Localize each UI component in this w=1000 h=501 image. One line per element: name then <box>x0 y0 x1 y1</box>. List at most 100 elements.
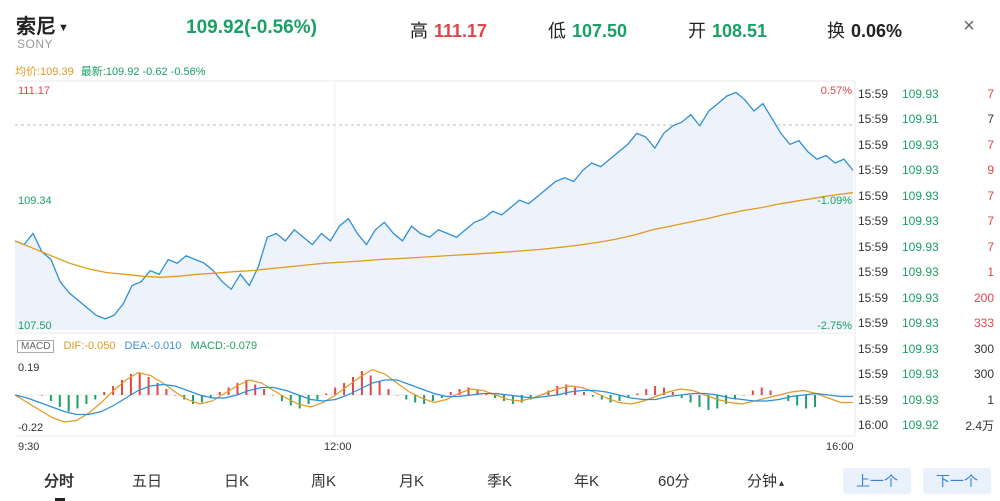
y-axis-bottom-label: 107.50 <box>18 320 52 332</box>
high-stat: 高 111.17 <box>410 17 487 43</box>
macd-bar <box>609 395 612 403</box>
tick-time: 15:59 <box>858 137 889 152</box>
close-icon[interactable]: × <box>963 15 975 37</box>
tick-time: 15:59 <box>858 367 889 382</box>
caret-up-icon: ▴ <box>779 478 785 489</box>
tick-time: 16:00 <box>858 418 889 433</box>
macd-dea: DEA:-0.010 <box>124 340 182 352</box>
macd-bar <box>245 380 248 395</box>
tick-price: 109.93 <box>902 214 939 229</box>
dif-line <box>14 368 853 423</box>
turnover-value: 0.06% <box>851 21 903 41</box>
macd-bar <box>236 383 239 395</box>
tick-row: 15:59 109.91 7 <box>858 107 1000 133</box>
tab-five-day[interactable]: 五日 <box>132 473 163 490</box>
tick-time: 15:59 <box>858 214 889 229</box>
macd-bar <box>698 395 701 407</box>
macd-bar <box>742 395 745 396</box>
tick-row: 15:59 109.93 7 <box>858 234 1000 260</box>
macd-top-label: 0.19 <box>18 362 39 374</box>
macd-bar <box>814 395 816 407</box>
tab-minute-label: 分钟 <box>747 473 778 490</box>
price-area-fill <box>15 92 853 331</box>
tab-yearly-k[interactable]: 年K <box>574 473 600 490</box>
low-value: 107.50 <box>572 21 628 41</box>
tick-row: 15:59 109.93 7 <box>858 183 1000 209</box>
tick-price: 109.93 <box>902 239 939 254</box>
tick-price: 109.93 <box>902 392 939 407</box>
macd-bar <box>494 395 497 398</box>
tick-price: 109.93 <box>902 137 939 152</box>
open-stat: 开 108.51 <box>688 17 767 43</box>
tab-intraday[interactable]: 分时 <box>44 473 75 490</box>
tab-monthly-k[interactable]: 月K <box>399 473 425 490</box>
macd-bar <box>387 389 390 395</box>
tick-row: 15:59 109.93 9 <box>858 158 1000 184</box>
tick-time: 15:59 <box>858 392 889 407</box>
macd-bar <box>49 395 52 401</box>
tick-time: 15:59 <box>858 239 889 254</box>
prev-stock-button[interactable]: 上一个 <box>843 468 911 494</box>
macd-bar <box>192 395 194 404</box>
macd-bar <box>334 387 337 395</box>
macd-bar <box>58 395 61 407</box>
tick-time: 15:59 <box>858 86 889 101</box>
tab-60-min[interactable]: 60分 <box>658 473 690 490</box>
tick-time: 15:59 <box>858 188 889 203</box>
macd-bar <box>565 384 568 395</box>
tab-quarterly-k[interactable]: 季K <box>487 473 513 490</box>
x-axis-end-label: 16:00 <box>826 441 854 453</box>
macd-bar <box>458 389 461 395</box>
tab-daily-k[interactable]: 日K <box>224 473 250 490</box>
macd-bar <box>671 392 674 395</box>
tick-volume: 9 <box>987 163 994 178</box>
macd-bar <box>787 395 790 401</box>
stock-name[interactable]: 索尼 <box>16 16 56 38</box>
macd-bar <box>689 395 692 403</box>
macd-bar <box>440 395 443 398</box>
tick-row: 15:59 109.93 1 <box>858 260 1000 286</box>
next-stock-button[interactable]: 下一个 <box>923 468 991 494</box>
macd-bar <box>663 387 665 395</box>
period-tabs: 分时 五日 日K 周K 月K 季K 年K 60分 分钟 ▴ 上一个 下一个 <box>0 462 1000 501</box>
pct-axis-mid-label: -1.09% <box>817 195 852 207</box>
tick-time: 15:59 <box>858 290 889 305</box>
macd-bar <box>618 395 621 401</box>
macd-bottom-label: -0.22 <box>18 422 43 434</box>
macd-bar <box>556 386 559 395</box>
macd-bar <box>414 395 417 403</box>
y-axis-top-label: 111.17 <box>18 85 50 97</box>
macd-bar <box>129 374 132 395</box>
high-value: 111.17 <box>434 21 488 41</box>
macd-bar <box>165 389 168 395</box>
pct-axis-top-label: 0.57% <box>821 85 852 97</box>
low-label: 低 <box>548 21 566 41</box>
macd-bar <box>352 377 354 395</box>
macd-bar <box>254 384 257 395</box>
price-change: 109.92(-0.56%) <box>186 17 317 38</box>
tab-weekly-k[interactable]: 周K <box>311 473 337 490</box>
tick-row: 15:59 109.93 7 <box>858 81 1000 107</box>
price-line <box>14 91 854 320</box>
tick-row: 15:59 109.93 1 <box>858 387 1000 413</box>
tick-row: 15:59 109.93 7 <box>858 209 1000 235</box>
macd-bar <box>200 395 203 403</box>
tick-time: 15:59 <box>858 112 889 127</box>
intraday-chart[interactable]: 111.17 109.34 107.50 0.57% -1.09% -2.75%… <box>0 0 1000 462</box>
tick-volume: 7 <box>987 137 994 152</box>
pct-axis-bottom-label: -2.75% <box>817 320 852 332</box>
tick-volume: 300 <box>973 341 994 356</box>
tick-price: 109.91 <box>902 112 939 127</box>
caret-down-icon[interactable]: ▼ <box>58 21 69 34</box>
macd-bar <box>307 395 310 404</box>
macd-bar <box>511 395 514 404</box>
stock-title[interactable]: 索尼 ▼ <box>16 10 69 39</box>
macd-bar <box>218 392 221 395</box>
macd-bar <box>209 395 212 398</box>
quote-header: 索尼 ▼ SONY 109.92(-0.56%) 高 111.17 低 107.50 … <box>0 0 1000 58</box>
macd-bar <box>467 387 470 395</box>
macd-tag[interactable]: MACD <box>17 340 55 353</box>
tick-list[interactable]: 15:59 109.93 7 15:59 109.91 7 15:59 109.93 7 15:5… <box>858 81 1000 438</box>
tab-minute[interactable]: 分钟 ▴ <box>747 470 784 491</box>
macd-bar <box>378 381 381 395</box>
